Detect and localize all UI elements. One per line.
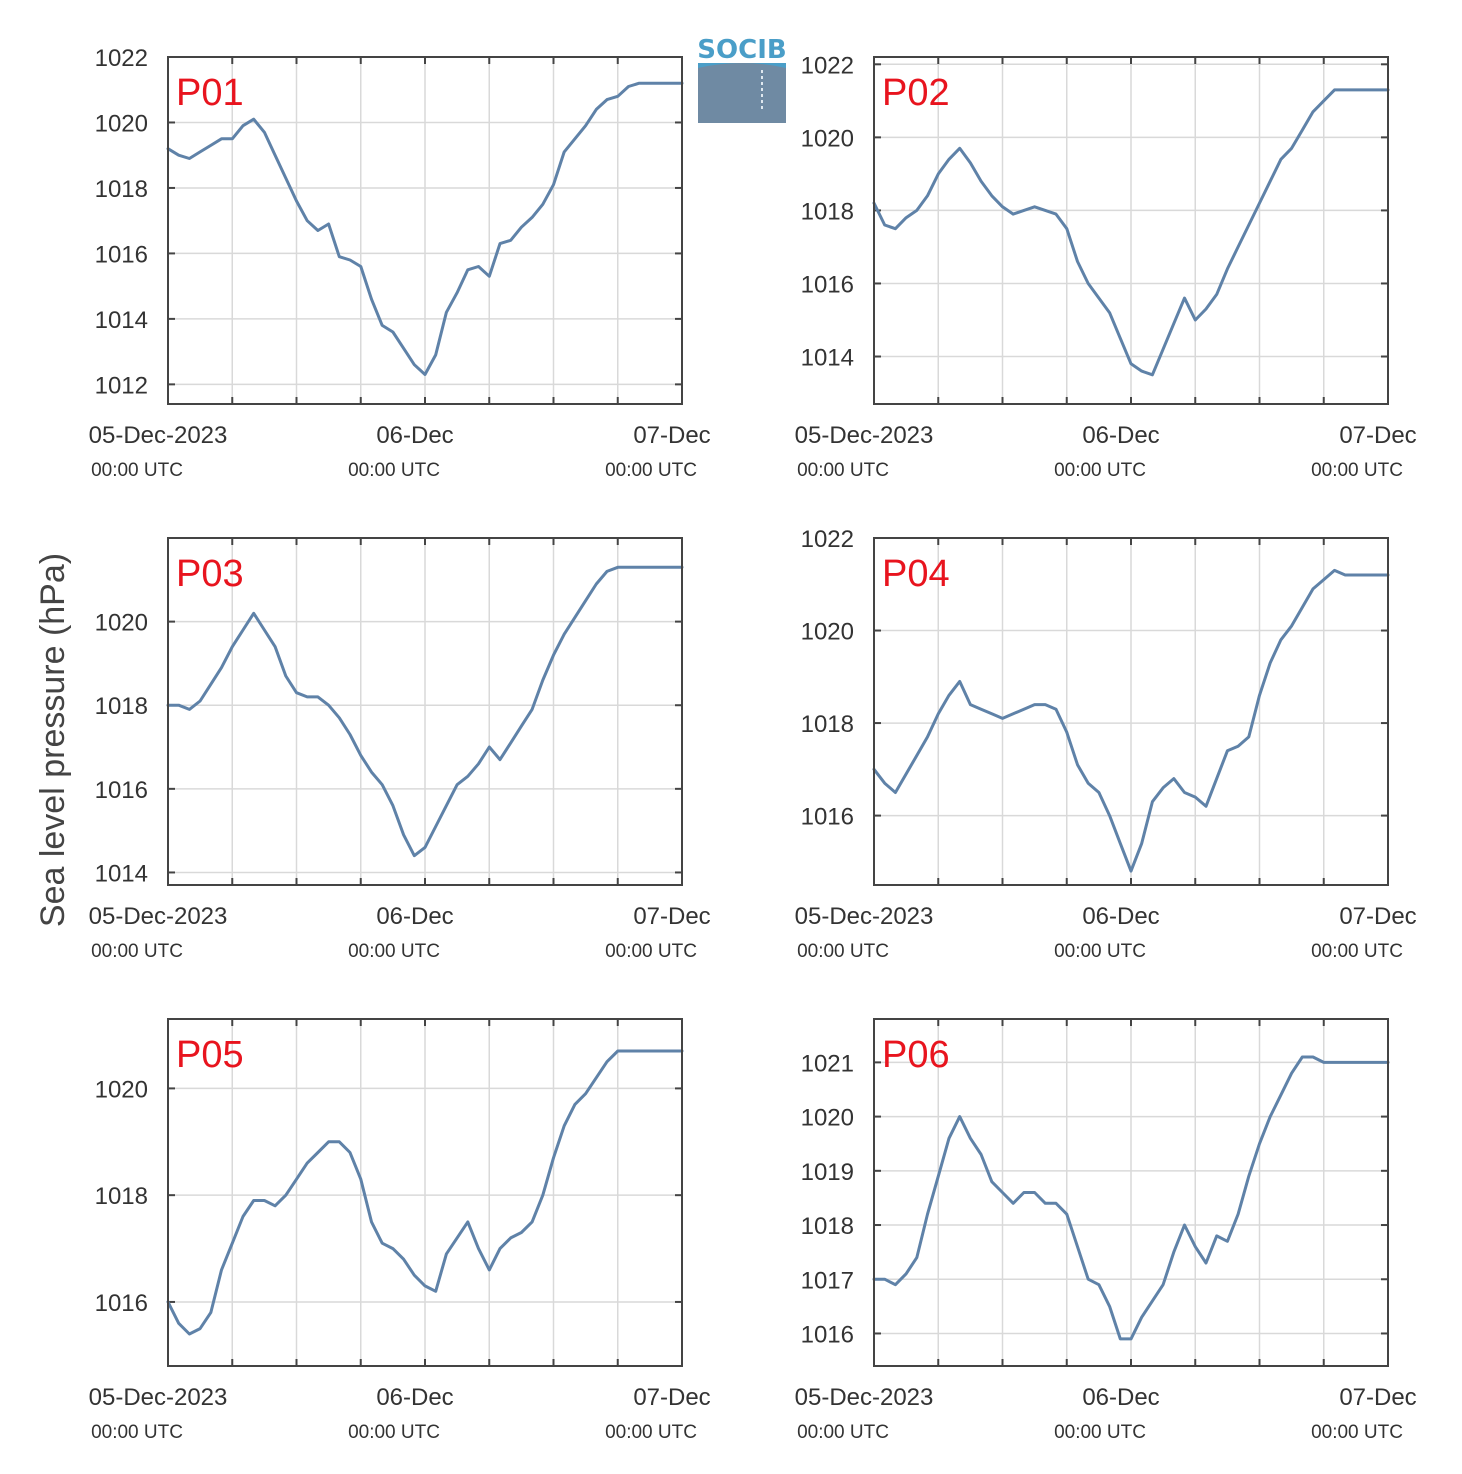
x-tick-sublabel: 00:00 UTC xyxy=(1054,1422,1146,1443)
x-tick-label: 07-Dec xyxy=(1339,1384,1416,1411)
x-tick-sublabel: 00:00 UTC xyxy=(1054,460,1146,481)
panel-label: P06 xyxy=(882,1034,950,1076)
x-tick-sublabel: 00:00 UTC xyxy=(605,941,697,962)
panel-label: P02 xyxy=(882,72,950,114)
plot-frame xyxy=(873,56,1389,405)
y-tick-label: 1018 xyxy=(95,176,148,203)
x-tick-sublabel: 00:00 UTC xyxy=(1054,941,1146,962)
x-tick-sublabel: 00:00 UTC xyxy=(91,941,183,962)
chart-panel-p03: 1014 1016 1018 1020 05-Dec-2023 00:00 UTC 06-D… xyxy=(89,537,711,962)
y-tick-label: 1012 xyxy=(95,372,148,399)
y-tick-label: 1020 xyxy=(801,1105,854,1132)
y-tick-label: 1018 xyxy=(95,1183,148,1210)
series-line-p02 xyxy=(872,88,1390,377)
plot-frame xyxy=(873,537,1389,886)
panel-label: P03 xyxy=(176,553,244,595)
plot-frame xyxy=(167,56,683,405)
x-tick-sublabel: 00:00 UTC xyxy=(1311,460,1403,481)
y-tick-label: 1022 xyxy=(95,45,148,72)
panel-label: P01 xyxy=(176,72,244,114)
series-line-p06 xyxy=(872,1055,1390,1341)
x-tick-sublabel: 00:00 UTC xyxy=(348,460,440,481)
x-tick-sublabel: 00:00 UTC xyxy=(348,941,440,962)
y-tick-label: 1014 xyxy=(95,860,148,887)
logo-wave xyxy=(698,63,786,68)
y-tick-label: 1021 xyxy=(801,1050,854,1077)
chart-panel-p01: 1012 1014 1016 1018 1020 1022 05-Dec-2023 00:00… xyxy=(89,45,711,481)
x-tick-label: 06-Dec xyxy=(1082,1384,1159,1411)
y-tick-label: 1018 xyxy=(95,693,148,720)
x-tick-sublabel: 00:00 UTC xyxy=(1311,941,1403,962)
y-tick-label: 1017 xyxy=(801,1267,854,1294)
y-tick-label: 1016 xyxy=(801,1321,854,1348)
x-tick-sublabel: 00:00 UTC xyxy=(1311,1422,1403,1443)
x-tick-label: 06-Dec xyxy=(376,903,453,930)
y-tick-label: 1016 xyxy=(801,271,854,298)
x-tick-label: 05-Dec-2023 xyxy=(89,903,228,930)
plot-frame xyxy=(167,1018,683,1367)
y-tick-label: 1016 xyxy=(95,777,148,804)
x-tick-label: 07-Dec xyxy=(633,422,710,449)
y-tick-label: 1020 xyxy=(95,110,148,137)
y-tick-label: 1016 xyxy=(95,1290,148,1317)
x-tick-sublabel: 00:00 UTC xyxy=(91,460,183,481)
x-tick-sublabel: 00:00 UTC xyxy=(797,941,889,962)
series-line-p01 xyxy=(166,81,684,376)
y-tick-label: 1020 xyxy=(95,1076,148,1103)
y-tick-label: 1016 xyxy=(95,241,148,268)
y-tick-label: 1016 xyxy=(801,804,854,831)
y-tick-label: 1018 xyxy=(801,1213,854,1240)
x-tick-sublabel: 00:00 UTC xyxy=(91,1422,183,1443)
x-tick-label: 06-Dec xyxy=(1082,903,1159,930)
x-tick-label: 05-Dec-2023 xyxy=(795,903,934,930)
x-tick-label: 05-Dec-2023 xyxy=(89,1384,228,1411)
chart-panel-p06: 1016 1017 1018 1019 1020 1021 05-Dec-2023 00:00… xyxy=(795,1018,1417,1443)
x-tick-label: 07-Dec xyxy=(1339,903,1416,930)
plot-frame xyxy=(167,537,683,886)
x-tick-label: 07-Dec xyxy=(633,1384,710,1411)
logo-text: SOCIB xyxy=(697,35,786,65)
series-line-p05 xyxy=(166,1049,684,1336)
x-tick-sublabel: 00:00 UTC xyxy=(605,460,697,481)
socib-logo: SOCIB xyxy=(697,35,787,123)
x-tick-label: 06-Dec xyxy=(1082,422,1159,449)
x-tick-label: 06-Dec xyxy=(376,1384,453,1411)
panel-label: P04 xyxy=(882,553,950,595)
series-line-p04 xyxy=(872,568,1390,873)
y-tick-label: 1019 xyxy=(801,1159,854,1186)
x-tick-label: 05-Dec-2023 xyxy=(89,422,228,449)
y-tick-label: 1014 xyxy=(801,345,854,372)
x-tick-sublabel: 00:00 UTC xyxy=(797,1422,889,1443)
chart-panel-p02: 1014 1016 1018 1020 1022 05-Dec-2023 00:00 UTC… xyxy=(795,52,1417,481)
y-axis-label: Sea level pressure (hPa) xyxy=(34,553,72,927)
y-tick-label: 1020 xyxy=(801,125,854,152)
x-tick-label: 05-Dec-2023 xyxy=(795,422,934,449)
series-line-p03 xyxy=(166,565,684,858)
x-tick-label: 07-Dec xyxy=(633,903,710,930)
chart-panel-p05: 1016 1018 1020 05-Dec-2023 00:00 UTC 06-Dec 00… xyxy=(89,1018,711,1443)
y-tick-label: 1022 xyxy=(801,52,854,79)
y-tick-label: 1020 xyxy=(95,610,148,637)
x-tick-label: 06-Dec xyxy=(376,422,453,449)
chart-panel-p04: 1016 1018 1020 1022 05-Dec-2023 00:00 UTC 06-D… xyxy=(795,526,1417,962)
logo-block xyxy=(698,63,786,123)
plot-frame xyxy=(873,1018,1389,1367)
y-tick-label: 1018 xyxy=(801,198,854,225)
x-tick-label: 05-Dec-2023 xyxy=(795,1384,934,1411)
x-tick-sublabel: 00:00 UTC xyxy=(797,460,889,481)
y-tick-label: 1018 xyxy=(801,711,854,738)
x-tick-sublabel: 00:00 UTC xyxy=(348,1422,440,1443)
panel-label: P05 xyxy=(176,1034,244,1076)
y-tick-label: 1022 xyxy=(801,526,854,553)
x-tick-sublabel: 00:00 UTC xyxy=(605,1422,697,1443)
x-tick-label: 07-Dec xyxy=(1339,422,1416,449)
y-tick-label: 1020 xyxy=(801,619,854,646)
y-tick-label: 1014 xyxy=(95,307,148,334)
